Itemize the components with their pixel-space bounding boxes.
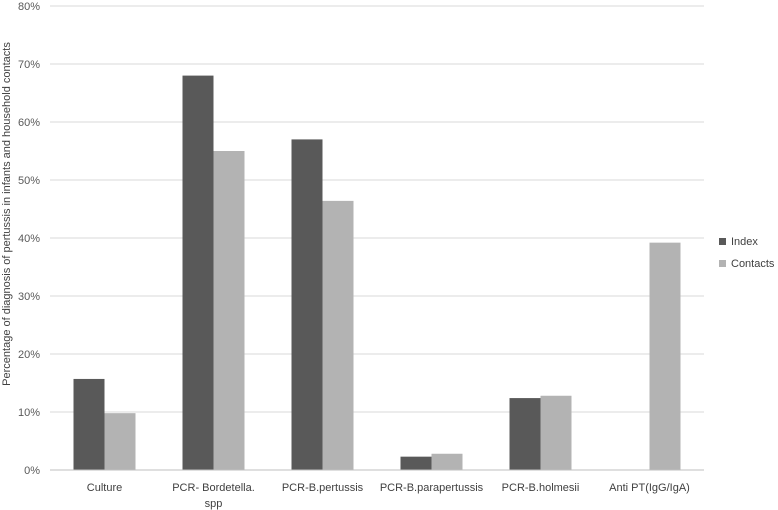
legend: Index Contacts: [719, 236, 775, 270]
y-tick-label: 70%: [18, 59, 40, 71]
x-tick-label: PCR-B.pertussis: [282, 482, 364, 494]
x-tick-label-line: Culture: [87, 482, 122, 494]
legend-label: Index: [731, 236, 758, 248]
y-tick-label: 50%: [18, 175, 40, 187]
y-tick-label: 0%: [24, 465, 40, 477]
y-axis-label: Percentage of diagnosis of pertussis in …: [1, 42, 13, 386]
x-tick-label: PCR- Bordetella. spp: [172, 482, 255, 510]
bar-index: [73, 378, 105, 470]
x-tick-label: PCR-B.holmesii: [502, 482, 580, 494]
bar-contacts: [540, 395, 572, 470]
x-tick-label: Culture: [87, 482, 122, 494]
bar-contacts: [322, 200, 354, 470]
y-tick-label: 20%: [18, 349, 40, 361]
y-tick-label: 10%: [18, 407, 40, 419]
x-tick-label: Anti PT(IgG/IgA): [609, 482, 690, 494]
y-tick-label: 80%: [18, 1, 40, 13]
gridlines: [50, 5, 704, 413]
x-tick-label-line: PCR-B.pertussis: [282, 482, 364, 494]
bar-index: [400, 456, 432, 470]
bar-contacts: [104, 413, 136, 470]
bar-index: [509, 398, 541, 470]
x-axis-labels: Culture PCR- Bordetella. spp PCR-B.pertussi…: [87, 482, 690, 510]
x-tick-label: PCR-B.parapertussis: [380, 482, 484, 494]
x-tick-label-line: PCR-B.parapertussis: [380, 482, 484, 494]
bar-contacts: [431, 453, 463, 470]
x-tick-label-line: spp: [205, 498, 223, 510]
x-tick-label-line: PCR-B.holmesii: [502, 482, 580, 494]
y-tick-label: 30%: [18, 291, 40, 303]
x-tick-label-line: Anti PT(IgG/IgA): [609, 482, 690, 494]
legend-swatch: [719, 260, 726, 267]
x-tick-label-line: PCR- Bordetella.: [172, 482, 255, 494]
y-tick-label: 60%: [18, 117, 40, 129]
legend-label: Contacts: [731, 258, 775, 270]
bar-contacts: [649, 242, 681, 470]
bar-index: [182, 75, 214, 470]
bars: [73, 75, 681, 470]
legend-swatch: [719, 238, 726, 245]
bar-index: [291, 139, 323, 470]
y-tick-label: 40%: [18, 233, 40, 245]
y-axis-ticks: 0% 10% 20% 30% 40% 50% 60% 70% 80%: [18, 1, 40, 477]
bar-contacts: [213, 151, 245, 470]
